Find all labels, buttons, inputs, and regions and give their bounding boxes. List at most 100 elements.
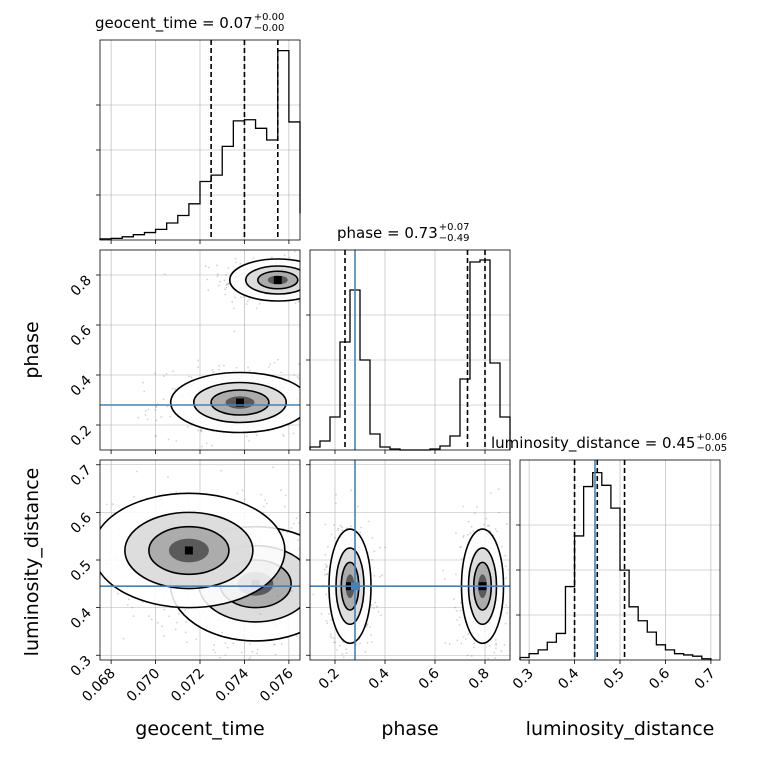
panel-frame	[99, 249, 301, 451]
sample-point	[144, 409, 147, 412]
sample-point	[316, 281, 318, 283]
sample-point	[376, 605, 378, 608]
sample-point	[327, 276, 329, 278]
sample-point	[315, 417, 317, 419]
sample-point	[300, 282, 302, 284]
sample-point	[302, 285, 304, 287]
title-lower-error: −0.05	[696, 443, 727, 454]
y-tick-label: 0.4	[68, 372, 95, 399]
sample-point	[219, 280, 221, 283]
sample-point	[526, 513, 528, 515]
sample-point	[231, 301, 234, 303]
sample-point	[292, 432, 295, 435]
sample-point	[377, 610, 380, 613]
sample-point	[487, 662, 489, 664]
sample-point	[245, 303, 248, 306]
sample-point	[361, 378, 363, 380]
sample-point	[324, 546, 326, 548]
sample-point	[316, 277, 318, 279]
contour-line	[124, 511, 254, 590]
panel-frame	[309, 249, 511, 451]
sample-point	[300, 546, 302, 548]
sample-point	[301, 279, 303, 281]
sample-point	[318, 555, 320, 557]
sample-point	[234, 296, 236, 299]
sample-point	[312, 596, 314, 598]
sample-point	[161, 625, 164, 628]
sample-point	[132, 615, 135, 618]
sample-point	[335, 502, 337, 505]
sample-point	[156, 621, 159, 624]
hist-title-geocent_time: geocent_time = 0.07	[95, 14, 253, 33]
sample-point	[188, 375, 190, 378]
sample-point	[239, 262, 242, 265]
sample-point	[316, 296, 318, 298]
sample-point	[314, 288, 316, 290]
sample-point	[321, 567, 323, 569]
sample-point	[218, 368, 221, 371]
sample-point	[306, 389, 308, 391]
sample-point	[306, 400, 308, 402]
sample-point	[288, 256, 291, 259]
sample-point	[312, 389, 314, 391]
sample-point	[293, 250, 296, 253]
sample-point	[325, 573, 328, 576]
sample-point	[320, 612, 323, 615]
sample-point	[473, 512, 476, 515]
sample-point	[337, 469, 339, 471]
sample-point	[178, 613, 180, 615]
sample-point	[290, 590, 293, 593]
sample-point	[284, 494, 287, 497]
sample-point	[329, 633, 332, 635]
sample-point	[240, 651, 243, 654]
sample-point	[305, 582, 307, 584]
sample-point	[297, 377, 300, 380]
sample-point	[97, 503, 99, 505]
sample-point	[313, 623, 315, 625]
sample-point	[126, 603, 129, 606]
y-tick-label: 0.6	[68, 322, 95, 349]
sample-point	[494, 657, 497, 660]
sample-point	[248, 369, 251, 372]
sample-point	[323, 550, 325, 552]
sample-point	[304, 302, 306, 304]
sample-point	[267, 366, 270, 368]
sample-point	[273, 643, 276, 646]
sample-point	[214, 651, 217, 654]
sample-point	[311, 289, 313, 291]
sample-point	[365, 673, 367, 675]
sample-point	[366, 623, 369, 625]
sample-point	[342, 656, 345, 659]
sample-point	[496, 672, 498, 674]
sample-point	[233, 330, 236, 333]
sample-point	[220, 469, 223, 472]
sample-point	[467, 520, 470, 523]
sample-point	[319, 599, 321, 601]
sample-point	[307, 292, 309, 294]
sample-point	[456, 639, 459, 642]
sample-point	[495, 647, 497, 650]
sample-point	[325, 620, 328, 622]
sample-point	[311, 283, 313, 285]
sample-point	[339, 524, 342, 527]
sample-point	[458, 623, 461, 626]
sample-point	[358, 679, 360, 681]
sample-point	[466, 534, 469, 536]
sample-point	[294, 454, 296, 456]
sample-point	[340, 668, 342, 670]
sample-point	[225, 614, 227, 617]
sample-point	[327, 290, 329, 292]
sample-point	[369, 625, 371, 628]
sample-point	[322, 282, 324, 284]
sample-point	[142, 381, 144, 384]
sample-point	[162, 375, 165, 377]
sample-point	[195, 638, 198, 641]
sample-point	[303, 279, 305, 281]
histogram-phase	[309, 259, 511, 451]
sample-point	[315, 594, 317, 596]
sample-point	[249, 642, 251, 645]
sample-point	[366, 623, 369, 626]
sample-point	[163, 273, 166, 276]
sample-point	[154, 435, 157, 438]
sample-point	[259, 612, 262, 615]
